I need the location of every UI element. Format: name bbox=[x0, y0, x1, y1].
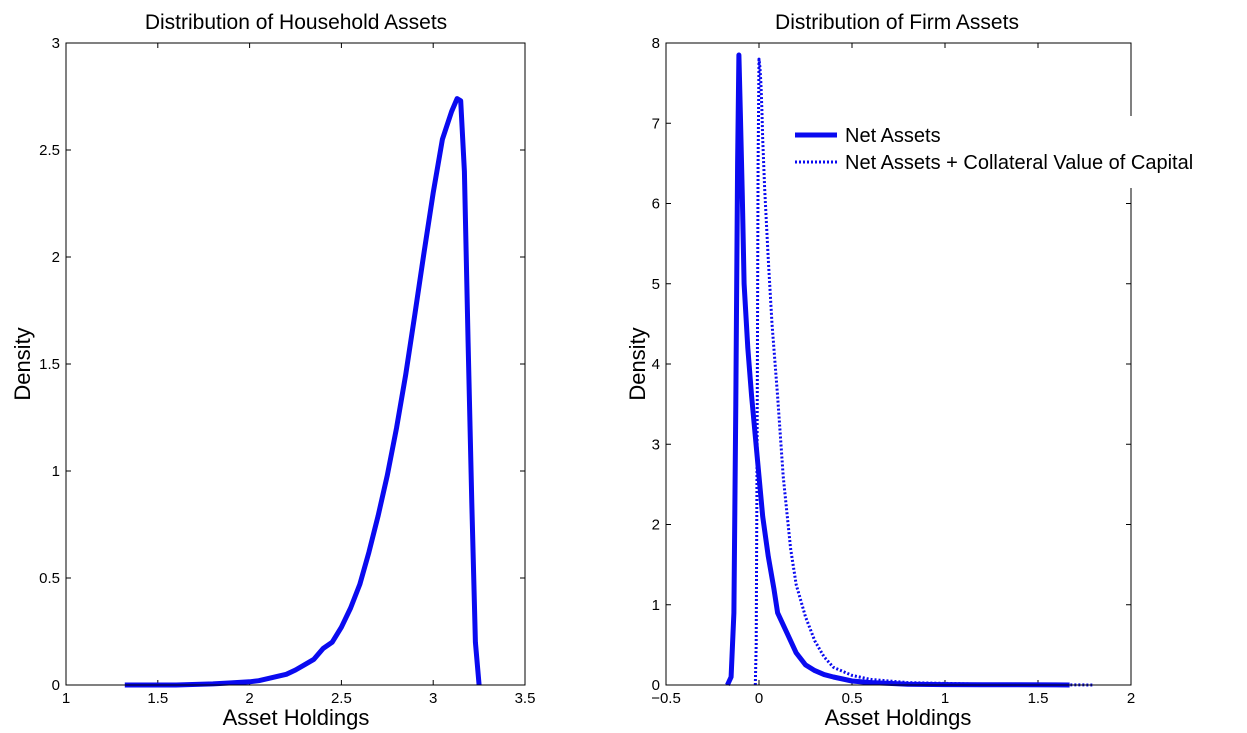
series-line-collateral bbox=[753, 57, 1094, 687]
plot-frame bbox=[65, 42, 526, 686]
legend-label-net-assets: Net Assets bbox=[845, 125, 941, 147]
y-tick-label: 3 bbox=[652, 436, 660, 453]
x-tick-label: 2 bbox=[245, 690, 253, 707]
y-tick-label: 1 bbox=[52, 463, 60, 480]
x-tick-label: 2.5 bbox=[331, 690, 352, 707]
x-tick-label: 0 bbox=[755, 690, 763, 707]
x-tick-label: 2 bbox=[1127, 690, 1135, 707]
series-line-net-assets bbox=[725, 52, 1070, 688]
plot-frame bbox=[665, 42, 1132, 686]
y-axis-label: Density bbox=[10, 327, 35, 400]
y-tick-label: 2 bbox=[652, 517, 660, 534]
x-tick-label: 3 bbox=[429, 690, 437, 707]
series-group bbox=[725, 52, 1094, 688]
y-tick-label: 0 bbox=[52, 677, 60, 694]
x-tick-label: 1 bbox=[62, 690, 70, 707]
household-assets-panel: Distribution of Household Assets 1 1.5 2 2.… bbox=[10, 11, 535, 730]
y-tick-label: 0 bbox=[652, 677, 660, 694]
x-tick-label: 1.5 bbox=[147, 690, 168, 707]
y-tick-label: 4 bbox=[652, 356, 660, 373]
x-tick-label: 1 bbox=[941, 690, 949, 707]
x-axis-label: Asset Holdings bbox=[825, 705, 972, 730]
y-tick-label: 1.5 bbox=[39, 356, 60, 373]
x-tick-label: 3.5 bbox=[515, 690, 536, 707]
x-tick-label: −0.5 bbox=[651, 690, 681, 707]
x-tick-label: 0.5 bbox=[842, 690, 863, 707]
y-tick-label: 6 bbox=[652, 196, 660, 213]
firm-assets-panel: Distribution of Firm Assets −0.5 0 0.5 1 1.5… bbox=[625, 11, 1247, 730]
y-tick-label: 0.5 bbox=[39, 570, 60, 587]
y-tick-label: 2.5 bbox=[39, 142, 60, 159]
chart-title: Distribution of Household Assets bbox=[145, 11, 447, 34]
y-tick-label: 3 bbox=[52, 35, 60, 52]
y-tick-label: 2 bbox=[52, 249, 60, 266]
y-tick-label: 5 bbox=[652, 276, 660, 293]
x-axis-label: Asset Holdings bbox=[223, 705, 370, 730]
y-tick-label: 1 bbox=[652, 597, 660, 614]
legend-box bbox=[788, 116, 1247, 188]
chart-title: Distribution of Firm Assets bbox=[775, 11, 1019, 34]
legend-label-collateral: Net Assets + Collateral Value of Capital bbox=[845, 152, 1193, 174]
y-tick-label: 8 bbox=[652, 35, 660, 52]
series-group bbox=[124, 96, 482, 688]
legend: Net Assets Net Assets + Collateral Value… bbox=[788, 116, 1247, 188]
y-axis-label: Density bbox=[625, 327, 650, 400]
y-tick-label: 7 bbox=[652, 115, 660, 132]
x-tick-label: 1.5 bbox=[1028, 690, 1049, 707]
series-line-net-assets bbox=[124, 96, 482, 688]
axis-ticks: 1 1.5 2 2.5 3 3.5 0 0.5 1 1.5 2 2.5 3 bbox=[39, 35, 535, 707]
